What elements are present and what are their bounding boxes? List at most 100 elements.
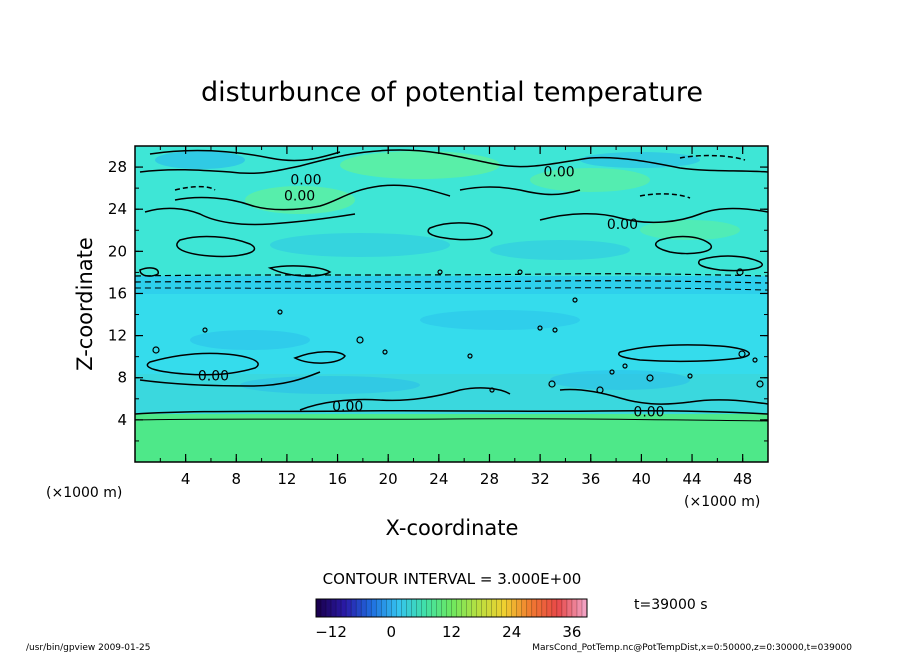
colorbar-cell [361,599,367,617]
colorbar-cell [551,599,558,617]
y-tick-label: 28 [108,158,127,176]
colorbar-cell [531,599,538,617]
contour-line [139,371,321,387]
contour-line [559,388,768,405]
y-axis-title: Z-coordinate [73,237,97,371]
footer-right: MarsCond_PotTemp.nc@PotTempDist,x=0:5000… [532,643,852,653]
patch-blue [240,376,420,394]
colorbar-cell [546,599,553,617]
colorbar-cell [536,599,543,617]
colorbar-cell [341,599,347,617]
colorbar-cell [476,599,482,617]
colorbar-cell [481,599,487,617]
contour-interval-label: CONTOUR INTERVAL = 3.000E+00 [323,570,582,588]
patch-blue [270,233,450,257]
contour-label: 0.00 [544,164,575,180]
colorbar-cell [346,599,352,617]
y-tick-label: 12 [108,327,127,345]
patch-green [245,186,355,214]
x-tick-label: 32 [531,470,550,488]
colorbar-cell [506,599,513,617]
contour-label: 0.00 [198,369,229,385]
contour-line [135,287,768,291]
field-bottom [135,414,768,462]
colorbar-cell [436,599,442,617]
colorbar-cell [331,599,337,617]
contour-lines [135,149,768,422]
contour-line [267,265,332,277]
plot-area: 0.000.000.000.000.000.00 0.00 [135,146,768,462]
y-axis: 4 8 12 16 20 24 28 [108,145,768,463]
x-tick-label: 4 [181,470,191,488]
colorbar-cell [371,599,377,617]
footer-left: /usr/bin/gpview 2009-01-25 [26,643,150,653]
colorbar-cell [451,599,457,617]
contour-line [698,255,763,272]
patch-green [640,220,740,240]
colorbar-cell [411,599,417,617]
colorbar-cell [316,599,322,617]
colorbar-cell [336,599,342,617]
colorbar-cell [391,599,397,617]
x-tick-label: 28 [480,470,499,488]
colorbar-cell [541,599,548,617]
colorbar-cell [496,599,502,617]
x-tick-label: 40 [632,470,651,488]
field-band [135,276,768,294]
colorbar-cell [406,599,412,617]
contour-line [618,344,750,363]
colorbar-cell [351,599,357,617]
colorbar-cell [461,599,467,617]
colorbar-cell [566,599,573,617]
colorbar-tick-label: 12 [442,623,461,641]
colorbar-cell [456,599,462,617]
patch-blue [550,370,690,390]
x-tick-label: 20 [379,470,398,488]
x-tick-label: 24 [429,470,448,488]
contour-label: 0.00 [332,399,363,415]
colorbar-cell [326,599,332,617]
colorbar-cell [416,599,422,617]
patch-blue [420,310,580,330]
colorbar-cell [521,599,528,617]
colorbar-cell [386,599,392,617]
colorbar-cell [396,599,402,617]
colorbar-tick-label: 36 [562,623,581,641]
patch-blue [490,240,630,260]
colorbar-cell [421,599,427,617]
colorbar-cell [471,599,477,617]
contour-label: 0.00 [633,404,664,420]
patch-green [530,168,650,192]
colorbar-cell [581,599,588,617]
colorbar-cell [366,599,372,617]
colorbar-cell [431,599,437,617]
colorbar-cell [441,599,447,617]
contour-line [146,352,259,376]
colorbar-cell [516,599,523,617]
contour-line [174,185,216,191]
time-label: t=39000 s [634,597,708,613]
x-unit-label-right: (×1000 m) [684,494,760,510]
contour-label: 0.00 [607,217,638,233]
colorbar-tick-label: 0 [387,623,397,641]
x-tick-label: 44 [682,470,701,488]
colorbar-cell [401,599,407,617]
contour-line [174,184,451,211]
contour-line [139,149,768,175]
contour-label: 0.00 [290,173,321,189]
colorbar-cell [501,599,508,617]
x-tick-label: 12 [277,470,296,488]
field-lower [135,374,768,414]
patch-blue [155,151,245,169]
contour-label: 0.00 [284,189,315,205]
contour-line [459,186,581,196]
contour-line [299,387,511,411]
x-tick-label: 16 [328,470,347,488]
chart-title: disturbunce of potential temperature [201,77,703,108]
colorbar-cell [446,599,452,617]
x-unit-label-left: (×1000 m) [46,485,122,501]
patch-blue [190,330,310,350]
colorbar-tick-label: −12 [315,623,347,641]
colorbar-frame [315,598,588,618]
